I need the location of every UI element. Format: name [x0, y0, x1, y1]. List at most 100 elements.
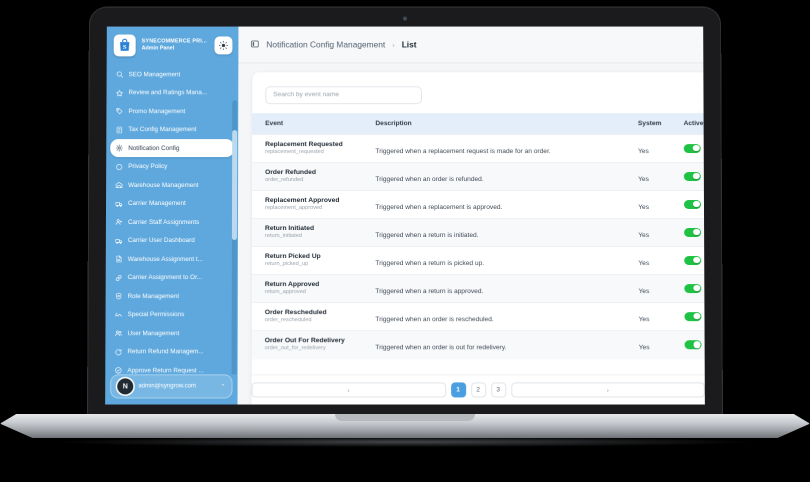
notification-config-card: Event Description System Active Email Pu… [251, 72, 705, 405]
search-input[interactable] [265, 85, 422, 104]
document-icon [116, 255, 122, 263]
pagination-page-3[interactable]: 3 [490, 382, 506, 398]
cell-active [684, 274, 705, 303]
sun-icon [219, 40, 229, 50]
sidebar-item-label: Notification Config [128, 144, 180, 152]
table-row[interactable]: Return Initiated return_initiated Triggere… [251, 218, 705, 247]
col-active[interactable]: Active [683, 112, 705, 135]
table-scroll-region[interactable]: Event Description System Active Email Pu… [251, 112, 705, 375]
col-event[interactable]: Event [252, 112, 376, 135]
sidebar-item-warehouse-management[interactable]: Warehouse Management [110, 176, 234, 194]
sidebar-item-tax-config-management[interactable]: Tax Config Management [110, 121, 234, 139]
event-key: order_refunded [265, 177, 304, 184]
notification-config-table: Event Description System Active Email Pu… [251, 112, 705, 359]
breadcrumb-current: List [401, 39, 417, 50]
active-toggle[interactable] [684, 227, 702, 237]
brand-subtitle: Admin Panel [141, 44, 175, 51]
tag-icon [116, 108, 123, 115]
cell-event: Return Picked Up return_picked_up [251, 246, 376, 275]
sidebar-item-carrier-management[interactable]: Carrier Management [110, 195, 234, 213]
active-toggle[interactable] [684, 255, 702, 265]
table-row[interactable]: Replacement Approved replacement_approved… [251, 190, 705, 219]
active-toggle[interactable] [683, 143, 701, 153]
col-description[interactable]: Description [375, 112, 638, 135]
laptop-shadow [60, 437, 750, 447]
cell-event: Return Approved return_approved [251, 274, 376, 303]
table-row[interactable]: Return Picked Up return_picked_up Triggere… [251, 246, 705, 275]
sidebar-item-label: Carrier Management [128, 200, 186, 208]
sidebar-item-notification-config[interactable]: Notification Config [110, 139, 235, 158]
system-value: Yes [638, 203, 650, 211]
cell-active [684, 218, 705, 247]
cell-system: Yes [638, 274, 685, 303]
truck-icon [115, 238, 122, 244]
cell-system: Yes [638, 218, 685, 247]
sidebar-item-label: Return Refund Managem... [127, 348, 204, 356]
sidebar-item-return-refund-managem[interactable]: Return Refund Managem... [109, 343, 233, 361]
cell-event: Return Initiated return_initiated [251, 218, 376, 247]
cell-system: Yes [638, 302, 685, 331]
sidebar-item-seo-management[interactable]: SEO Management [111, 65, 235, 83]
sidebar-item-label: Role Management [127, 292, 180, 300]
laptop-lid: S SYNECOMMERCE PRI... Admin Panel [87, 6, 723, 417]
sidebar-item-approve-return-request[interactable]: Approve Return Request ... [109, 361, 233, 374]
theme-toggle-button[interactable] [214, 35, 233, 54]
pagination-page-2[interactable]: 2 [470, 382, 486, 398]
sidebar-item-role-management[interactable]: Role Management [110, 287, 234, 305]
col-system[interactable]: System [637, 112, 684, 135]
search-area [252, 72, 703, 112]
system-value: Yes [638, 315, 650, 323]
table-row[interactable]: Order Rescheduled order_rescheduled Trigge… [251, 302, 705, 331]
sidebar-scrollbar[interactable] [231, 100, 238, 375]
star-icon [116, 89, 123, 96]
sidebar-item-review-and-ratings-mana[interactable]: Review and Ratings Mana... [110, 84, 234, 102]
table-row[interactable]: Replacement Requested replacement_request… [252, 134, 705, 163]
shield-icon [115, 292, 122, 300]
table-row[interactable]: Order Refunded order_refunded Triggered wh… [252, 162, 705, 191]
cell-event: Replacement Approved replacement_approved [251, 190, 376, 219]
user-account-button[interactable]: N admin@syngrow.com ⌃ [110, 374, 233, 399]
event-description: Triggered when a return is approved. [375, 287, 484, 295]
screen: S SYNECOMMERCE PRI... Admin Panel [105, 26, 705, 405]
sidebar-item-carrier-user-dashboard[interactable]: Carrier User Dashboard [110, 232, 234, 250]
table-row[interactable]: Order Out For Redelivery order_out_for_re… [251, 330, 705, 359]
users-icon [114, 330, 122, 336]
event-name: Return Initiated [264, 224, 315, 232]
sidebar-item-carrier-assignment-to-or[interactable]: Carrier Assignment to Or... [110, 269, 234, 287]
admin-app: S SYNECOMMERCE PRI... Admin Panel [105, 26, 705, 405]
pagination-prev-button[interactable]: ‹ [251, 382, 446, 398]
pagination-next-button[interactable]: › [510, 382, 705, 398]
cell-event: Order Rescheduled order_rescheduled [251, 302, 376, 331]
breadcrumb-root[interactable]: Notification Config Management [266, 39, 386, 50]
active-toggle[interactable] [684, 283, 702, 293]
sidebar-item-label: Warehouse Assignment t... [127, 255, 203, 263]
system-value: Yes [638, 231, 650, 239]
cell-active [684, 330, 705, 359]
gear-icon [115, 144, 123, 152]
cell-active [683, 190, 705, 219]
event-name: Order Out For Redelivery [264, 337, 345, 345]
cell-active [683, 134, 705, 163]
sidebar-item-carrier-staff-assignments[interactable]: Carrier Staff Assignments [110, 213, 234, 231]
panel-toggle-icon[interactable] [250, 36, 260, 54]
active-toggle[interactable] [684, 311, 702, 321]
sidebar-item-special-permissions[interactable]: Special Permissions [110, 306, 234, 324]
active-toggle[interactable] [683, 171, 701, 181]
table-row[interactable]: Return Approved return_approved Triggered … [251, 274, 705, 303]
sidebar-scrollbar-thumb[interactable] [231, 130, 238, 241]
event-name: Order Refunded [265, 168, 316, 176]
toggle-knob [693, 256, 700, 264]
sidebar-item-promo-management[interactable]: Promo Management [110, 102, 234, 120]
active-toggle[interactable] [683, 199, 701, 209]
brand-header: S SYNECOMMERCE PRI... Admin Panel [107, 27, 239, 64]
sidebar-item-label: Promo Management [128, 107, 186, 115]
sidebar-item-privacy-policy[interactable]: Privacy Policy [110, 158, 234, 176]
event-description: Triggered when a return is initiated. [375, 231, 479, 239]
sidebar-item-warehouse-assignment-t[interactable]: Warehouse Assignment t... [110, 250, 234, 268]
sidebar-item-user-management[interactable]: User Management [109, 324, 233, 342]
sidebar-item-label: Carrier Staff Assignments [127, 218, 200, 226]
truck-icon [115, 201, 123, 207]
pagination-page-1[interactable]: 1 [450, 382, 466, 398]
active-toggle[interactable] [684, 339, 702, 350]
